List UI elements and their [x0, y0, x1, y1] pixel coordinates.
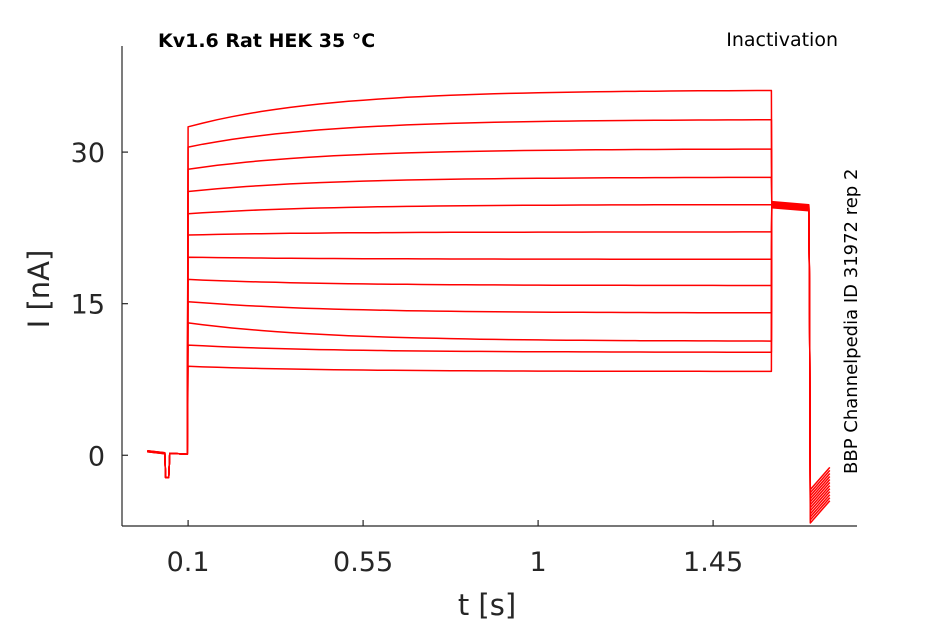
sweep-line	[147, 203, 831, 506]
sweep-line	[147, 203, 831, 509]
sweep-line	[147, 201, 831, 518]
sweep-line	[147, 89, 831, 491]
side-note: BBP Channelpedia ID 31972 rep 2	[841, 169, 862, 474]
sweep-line	[147, 148, 831, 497]
sweep-line	[147, 202, 831, 512]
x-axis-label: t [s]	[458, 588, 516, 622]
x-tick-label: 1.45	[683, 547, 743, 578]
x-ticks: 0.1 0.55 1 1.45	[167, 520, 743, 578]
plot-area: 0.1 0.55 1 1.45 0 15 30	[71, 46, 857, 578]
sweep-line	[147, 176, 831, 500]
series-group	[147, 89, 831, 524]
sweep-line	[147, 202, 831, 515]
chart-title: Kv1.6 Rat HEK 35 °C	[158, 30, 375, 52]
y-tick-label: 15	[71, 290, 105, 321]
x-tick-label: 0.55	[333, 547, 393, 578]
y-axis-label: I [nA]	[22, 250, 56, 329]
sweep-line	[147, 119, 831, 494]
sweep-line	[147, 200, 831, 524]
sweep-line	[147, 201, 831, 521]
y-tick-label: 30	[71, 138, 105, 169]
y-ticks: 0 15 30	[71, 138, 128, 472]
chart-subtitle: Inactivation	[726, 29, 838, 51]
x-tick-label: 1	[530, 547, 547, 578]
y-tick-label: 0	[88, 441, 105, 472]
x-tick-label: 0.1	[167, 547, 210, 578]
sweep-line	[147, 203, 831, 503]
